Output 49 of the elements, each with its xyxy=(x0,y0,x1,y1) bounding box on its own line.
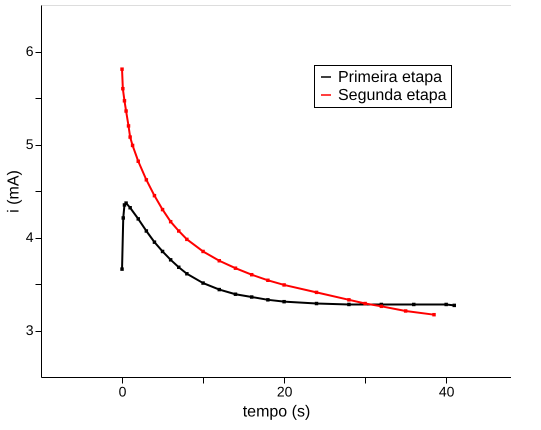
y-tick-label: 3 xyxy=(26,322,34,338)
point xyxy=(250,295,254,299)
point xyxy=(120,267,124,271)
point xyxy=(218,259,222,262)
point xyxy=(412,302,416,306)
point xyxy=(452,304,456,308)
point xyxy=(444,302,448,306)
point xyxy=(122,216,125,220)
point xyxy=(152,240,156,244)
point xyxy=(218,288,222,292)
point xyxy=(201,281,205,285)
x-axis-title: tempo (s) xyxy=(242,404,310,420)
legend-label: Primeira etapa xyxy=(338,69,442,86)
point xyxy=(177,266,180,269)
legend-label: Segunda etapa xyxy=(338,87,447,104)
point xyxy=(130,144,134,148)
point xyxy=(128,135,132,139)
point xyxy=(144,178,148,182)
point xyxy=(266,278,270,282)
y-tick-label: 5 xyxy=(26,136,34,152)
point xyxy=(266,298,270,302)
point xyxy=(282,283,286,287)
x-tick-label: 20 xyxy=(276,384,293,400)
x-tick-label: 40 xyxy=(438,384,455,400)
point xyxy=(122,99,126,103)
point xyxy=(160,208,164,212)
point xyxy=(168,220,172,224)
y-axis-title: i (mA) xyxy=(6,170,23,213)
point xyxy=(120,67,124,71)
point xyxy=(347,298,351,302)
y-tick-label: 6 xyxy=(26,43,34,59)
x-tick-label: 0 xyxy=(118,384,127,400)
point xyxy=(136,217,140,221)
point xyxy=(347,302,351,306)
y-tick-label: 4 xyxy=(26,229,34,245)
point xyxy=(128,206,132,210)
point xyxy=(404,309,408,313)
point xyxy=(152,194,156,198)
point xyxy=(168,258,172,262)
point xyxy=(136,160,140,163)
point xyxy=(185,238,189,242)
point xyxy=(201,250,205,254)
point xyxy=(185,272,189,276)
point xyxy=(282,300,286,304)
point xyxy=(124,109,128,113)
point xyxy=(160,250,164,254)
point xyxy=(250,272,254,276)
point xyxy=(363,302,367,306)
point xyxy=(121,86,125,90)
